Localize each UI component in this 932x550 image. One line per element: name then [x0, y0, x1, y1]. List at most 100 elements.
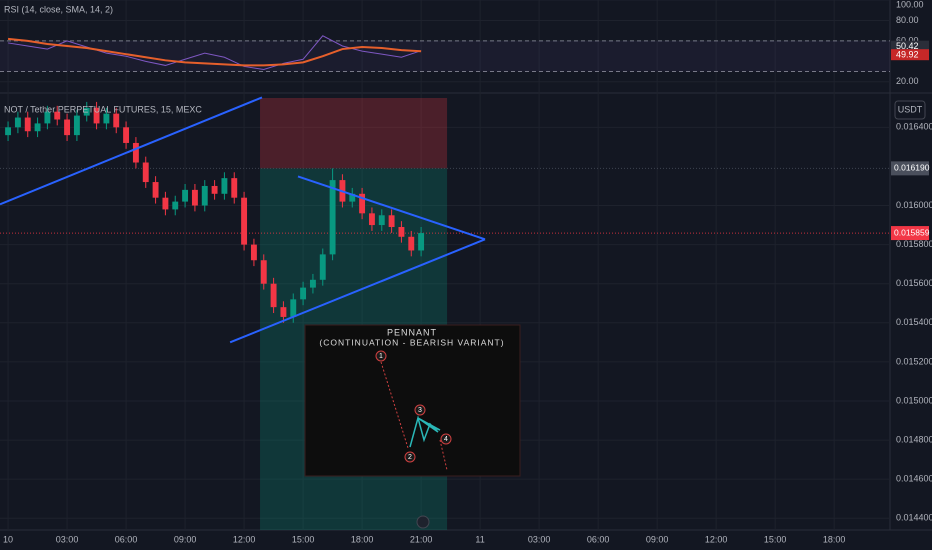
point [375, 350, 387, 362]
value-label: 50.42 [896, 41, 919, 51]
point [440, 433, 452, 445]
point-label: 3 [418, 407, 422, 414]
arrow [439, 439, 448, 471]
price-badge-label: 0.015859 [894, 227, 930, 237]
y-tick-label: 0.016400 [896, 122, 932, 132]
candle-body [319, 254, 326, 280]
candle-body [241, 197, 248, 245]
candle-body [162, 197, 169, 210]
candle-body [221, 178, 228, 194]
x-tick-label: 15:00 [764, 534, 787, 544]
candle-body [359, 193, 366, 214]
candle-body [152, 182, 159, 198]
x-tick-label: 12:00 [233, 534, 256, 544]
candle-body [123, 127, 130, 143]
candle-body [182, 189, 189, 202]
trendline [0, 96, 263, 206]
candle-body [300, 287, 307, 300]
y-tick-label: 60.00 [896, 35, 919, 45]
candle-body [231, 178, 238, 198]
y-tick-label: 0.015600 [896, 278, 932, 288]
candle-body [260, 260, 267, 284]
chart-title: NOT / Tether PERPETUAL FUTURES, 15, MEXC [4, 104, 202, 114]
x-tick-label: 12:00 [705, 534, 728, 544]
rsi-line [7, 37, 422, 67]
candle-body [211, 185, 218, 194]
candle-body [418, 233, 425, 251]
inset-box [304, 324, 521, 477]
point-label: 2 [408, 454, 412, 461]
candle-body [408, 236, 415, 251]
price-badge-label: 0.016190 [894, 163, 930, 173]
y-tick-label: 0.014800 [896, 434, 932, 444]
candle-body [44, 111, 51, 124]
candle-body [368, 213, 375, 226]
candle-body [172, 201, 179, 210]
pennant-shape [409, 415, 441, 448]
candle-body [270, 283, 277, 308]
candle-body [83, 107, 90, 116]
candle-body [349, 193, 356, 202]
x-tick-label: 09:00 [646, 534, 669, 544]
stop-zone [260, 98, 448, 169]
y-tick-label: 80.00 [896, 15, 919, 25]
x-tick-label: 11 [475, 534, 484, 544]
point [414, 404, 426, 416]
point-label: 4 [444, 436, 448, 443]
x-tick-label: 06:00 [115, 534, 138, 544]
rsi-band-fill [0, 40, 890, 72]
arrow [380, 361, 409, 449]
value-label: 49.92 [896, 50, 919, 60]
y-tick-label: 0.014400 [896, 513, 932, 523]
x-tick-label: 03:00 [56, 534, 79, 544]
candle-body [201, 185, 208, 206]
candle-body [14, 117, 21, 128]
x-tick-label: 10 [3, 534, 13, 544]
candle-body [64, 119, 71, 136]
inset: PENNANT (CONTINUATION - BEARISH VARIANT)… [304, 324, 521, 477]
price-badge [891, 226, 929, 241]
trendline [229, 238, 486, 344]
candle-body [132, 142, 139, 163]
x-tick-label: 09:00 [174, 534, 197, 544]
y-tick-label: 0.015400 [896, 317, 932, 327]
candle-body [113, 113, 120, 128]
candle-body [103, 113, 110, 124]
x-tick-label: 18:00 [351, 534, 374, 544]
point [404, 451, 416, 463]
candle-body [250, 244, 257, 261]
y-tick-label: 0.015000 [896, 395, 932, 405]
inset-subtitle: (CONTINUATION - BEARISH VARIANT) [319, 337, 504, 347]
y-tick-label: 100.00 [896, 0, 924, 9]
rsi-title: RSI (14, close, SMA, 14, 2) [4, 4, 113, 14]
y-tick-label: 0.016000 [896, 200, 932, 210]
currency-box [894, 100, 926, 120]
x-tick-label: 06:00 [587, 534, 610, 544]
candle-body [73, 115, 80, 136]
value-badge [891, 40, 929, 52]
y-tick-label: 0.015800 [896, 239, 932, 249]
candle-body [309, 279, 316, 288]
trendline [297, 175, 486, 241]
candle-body [398, 227, 405, 237]
x-tick-label: 21:00 [410, 534, 433, 544]
x-tick-label: 18:00 [823, 534, 846, 544]
candle-body [191, 189, 198, 206]
candle-body [24, 117, 31, 132]
y-tick-label: 20.00 [896, 76, 919, 86]
candle-body [290, 299, 297, 317]
currency: USDT [898, 104, 923, 114]
y-tick-label: 0.014600 [896, 474, 932, 484]
candle-body [54, 111, 61, 120]
price-badge [891, 161, 929, 176]
candle-body [93, 107, 100, 124]
candle-body [329, 180, 336, 255]
alert-icon[interactable] [416, 515, 430, 529]
candle-body [142, 162, 149, 183]
x-tick-label: 03:00 [528, 534, 551, 544]
candle-body [280, 307, 287, 317]
value-badge [891, 49, 929, 61]
candle-body [34, 123, 41, 132]
x-tick-label: 15:00 [292, 534, 315, 544]
